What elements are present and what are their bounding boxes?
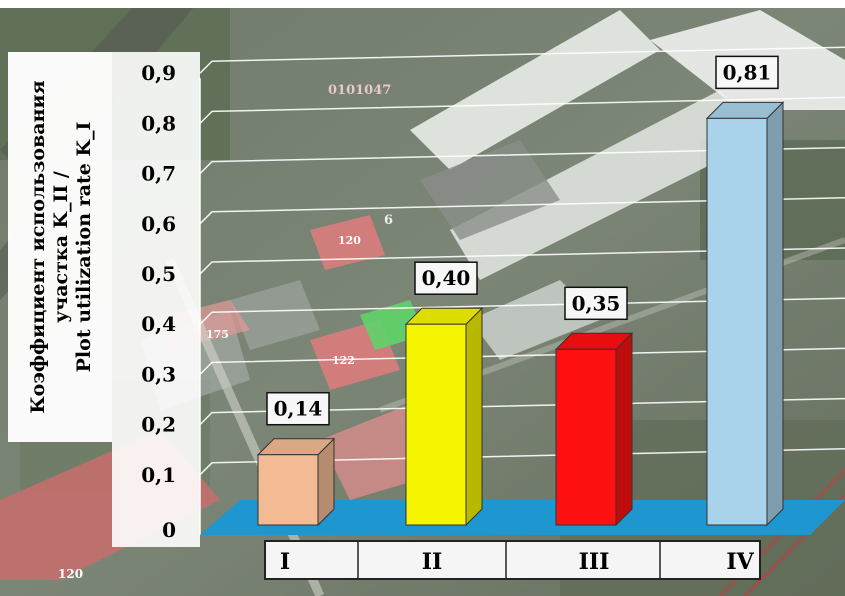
gridline bbox=[199, 46, 845, 74]
gridline bbox=[199, 397, 845, 426]
gridline bbox=[199, 96, 845, 124]
gridline bbox=[199, 297, 845, 325]
x-category-label: I bbox=[280, 549, 290, 575]
y-tick-label: 0,9 bbox=[141, 61, 176, 85]
gridline bbox=[199, 247, 845, 275]
data-label-text: 0,35 bbox=[572, 291, 621, 315]
gridline bbox=[199, 448, 845, 476]
map-label: 122 bbox=[332, 354, 355, 367]
y-tick-label: 0 bbox=[162, 518, 176, 542]
y-axis-title-line1: Коэффициент использования bbox=[27, 80, 49, 413]
y-axis-ticks: 0 0,1 0,2 0,3 0,4 0,5 0,6 0,7 0,8 0,9 bbox=[141, 61, 176, 542]
x-category-label: IV bbox=[726, 549, 754, 575]
map-label: 120 bbox=[338, 234, 361, 247]
y-tick-label: 0,2 bbox=[141, 413, 176, 437]
bar-II bbox=[404, 306, 484, 527]
y-tick-label: 0,6 bbox=[141, 212, 176, 236]
data-label: 0,35 bbox=[564, 286, 628, 321]
x-axis-categories: I II III IV bbox=[280, 541, 755, 579]
map-label: 120 bbox=[58, 567, 83, 581]
gridline bbox=[199, 347, 845, 375]
chart-floor bbox=[200, 500, 845, 535]
map-label: 0101047 bbox=[328, 83, 391, 98]
x-category-label: II bbox=[422, 549, 443, 575]
bar-I bbox=[256, 437, 336, 527]
bar-front bbox=[405, 323, 467, 526]
y-tick-label: 0,8 bbox=[141, 111, 176, 135]
data-label-text: 0,14 bbox=[274, 397, 323, 421]
y-tick-label: 0,1 bbox=[141, 463, 176, 487]
bar-side bbox=[615, 332, 633, 527]
bars: 0,14 0,40 0,35 0,81 bbox=[256, 55, 785, 527]
bar-side bbox=[465, 306, 483, 527]
map-label: 175 bbox=[206, 328, 229, 341]
data-label: 0,81 bbox=[715, 55, 779, 90]
y-tick-label: 0,7 bbox=[141, 162, 176, 186]
y-tick-label: 0,3 bbox=[141, 362, 176, 386]
y-axis-title-line3: Plot utilization rate K_I bbox=[73, 122, 95, 373]
data-label: 0,40 bbox=[414, 261, 478, 295]
x-category-label: III bbox=[579, 549, 610, 575]
gridlines bbox=[199, 46, 845, 535]
x-axis-category-panel bbox=[264, 540, 761, 580]
bar-front bbox=[706, 117, 768, 526]
map-label: 6 bbox=[384, 213, 393, 228]
y-tick-label: 0,5 bbox=[141, 262, 176, 286]
data-label: 0,14 bbox=[266, 391, 330, 426]
y-axis-title-panel: Коэффициент использования участка K_II /… bbox=[8, 52, 112, 442]
bar-III bbox=[554, 332, 634, 527]
tick-label-panel bbox=[112, 52, 200, 547]
y-axis-title-line2: участка K_II / bbox=[50, 171, 72, 323]
top-frame bbox=[0, 0, 845, 8]
bar-front bbox=[555, 348, 617, 526]
gridline bbox=[199, 197, 845, 225]
bar-IV bbox=[705, 101, 785, 527]
y-tick-label: 0,4 bbox=[141, 312, 176, 336]
bar-side bbox=[766, 101, 784, 527]
data-label-text: 0,40 bbox=[422, 266, 471, 290]
bar-front bbox=[257, 454, 319, 526]
floor-plane bbox=[200, 500, 845, 535]
data-label-text: 0,81 bbox=[723, 60, 772, 84]
gridline bbox=[199, 146, 845, 175]
